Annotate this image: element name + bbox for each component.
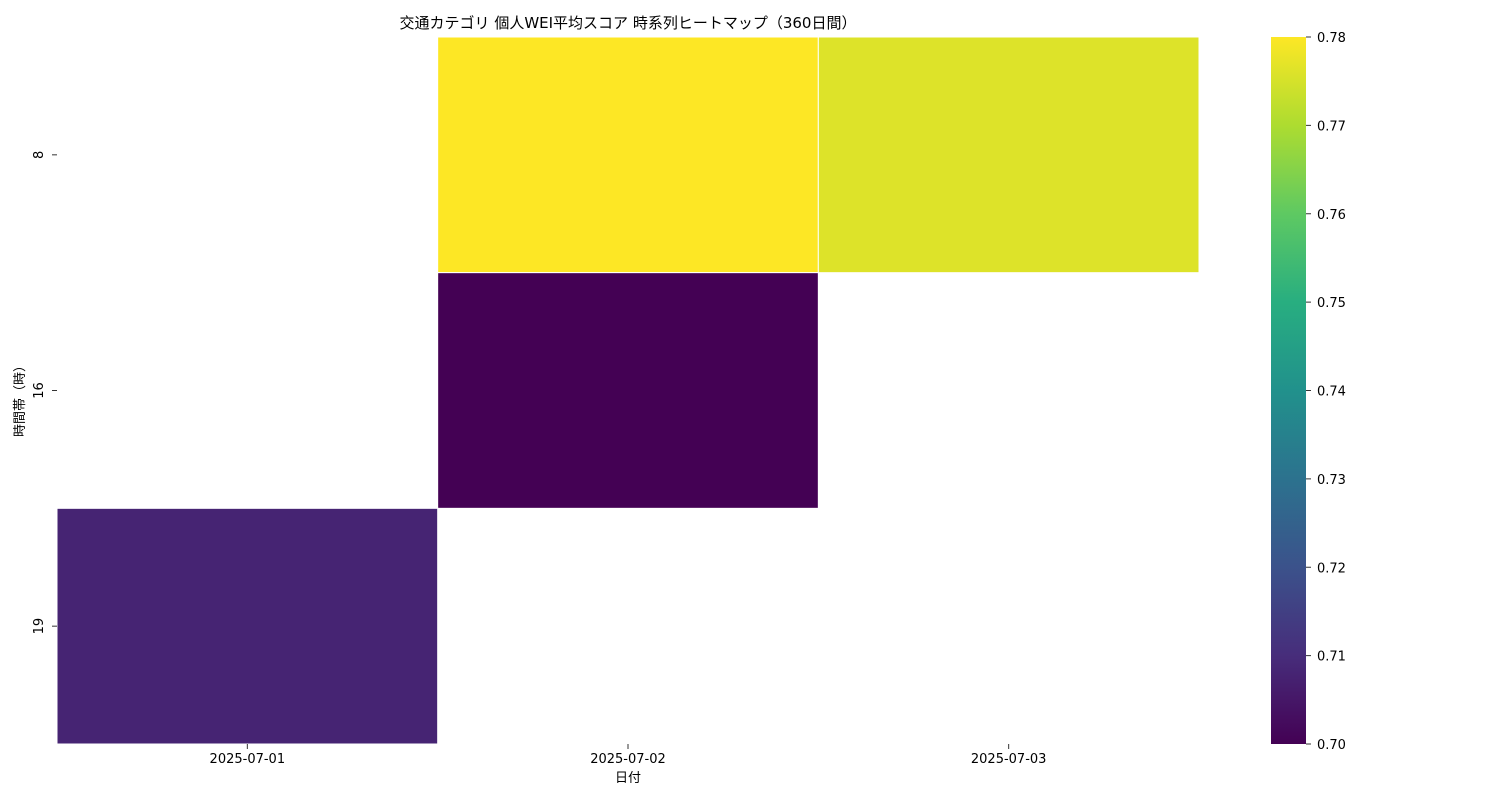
heatmap-cell — [56, 507, 439, 745]
colorbar-tick-label: 0.72 — [1317, 561, 1346, 576]
x-tick-label: 2025-07-03 — [971, 752, 1047, 767]
heatmap-cell — [437, 36, 819, 274]
heatmap-cell — [437, 272, 819, 509]
y-tick-label: 16 — [32, 382, 47, 399]
colorbar-tick-label: 0.74 — [1317, 385, 1346, 400]
colorbar-tick-label: 0.78 — [1317, 31, 1346, 46]
colorbar-tick-label: 0.70 — [1317, 738, 1346, 753]
chart-title: 交通カテゴリ 個人WEI平均スコア 時系列ヒートマップ（360日間） — [400, 14, 857, 32]
y-tick-label: 19 — [32, 618, 47, 635]
y-axis-ticks: 8 16 19 — [32, 151, 57, 635]
x-axis-label: 日付 — [615, 771, 641, 786]
colorbar-tick-label: 0.75 — [1317, 296, 1346, 311]
colorbar-tick-label: 0.76 — [1317, 208, 1346, 223]
x-axis-ticks: 2025-07-01 2025-07-02 2025-07-03 — [210, 744, 1047, 767]
colorbar-tick-label: 0.71 — [1317, 650, 1346, 665]
y-tick-label: 8 — [32, 151, 47, 159]
colorbar — [1271, 37, 1306, 744]
colorbar-ticks: 0.70 0.71 0.72 0.73 0.74 0.75 0.76 0.77 0.78 — [1306, 31, 1346, 753]
y-axis-label: 時間帯（時） — [13, 359, 28, 437]
x-tick-label: 2025-07-02 — [590, 752, 666, 767]
heatmap-cells — [56, 36, 1200, 745]
colorbar-tick-label: 0.77 — [1317, 119, 1346, 134]
colorbar-tick-label: 0.73 — [1317, 473, 1346, 488]
x-tick-label: 2025-07-01 — [210, 752, 286, 767]
heatmap-cell — [817, 36, 1200, 274]
